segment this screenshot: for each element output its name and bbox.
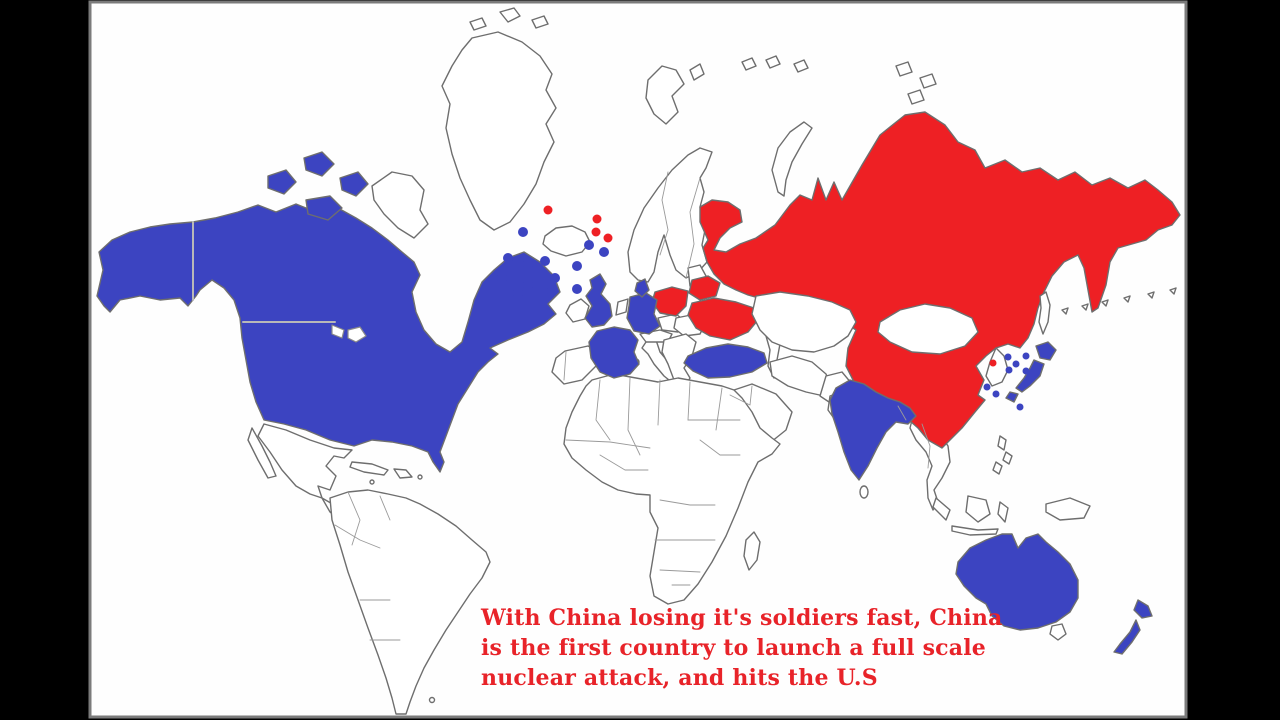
region-baja — [247, 427, 277, 479]
caption-line-2: is the first country to launch a full sc… — [481, 635, 986, 661]
fleet-dot-blue — [983, 383, 991, 391]
fleet-dot-blue — [572, 261, 582, 271]
island-sri-lanka — [859, 485, 869, 499]
caption-line-1: With China losing it's soldiers fast, Ch… — [481, 605, 1003, 631]
country-turkey — [683, 343, 768, 379]
island-sakhalin — [1038, 291, 1051, 335]
island-madagascar — [743, 531, 761, 571]
fleet-dot-red — [591, 227, 601, 237]
island-falklands — [428, 696, 436, 704]
fleet-north-atlantic-blue — [497, 227, 609, 298]
fleet-pacific-red — [989, 359, 997, 367]
region-balkans — [661, 333, 697, 393]
fleet-dot-blue — [503, 253, 513, 263]
islands-franz-josef — [741, 55, 937, 105]
fleet-dot-blue — [497, 273, 507, 283]
country-mexico — [257, 423, 353, 499]
fleet-dot-blue — [1005, 366, 1013, 374]
country-mongolia — [877, 303, 979, 355]
country-australia — [955, 533, 1079, 631]
fleet-dot-blue — [992, 390, 1000, 398]
fleet-dot-blue — [540, 256, 550, 266]
fleet-dot-red — [592, 214, 602, 224]
island-cuba — [349, 461, 389, 476]
region-benelux — [615, 298, 629, 316]
fleet-dot-red — [543, 205, 553, 215]
islands-novaya-zemlya — [771, 121, 813, 197]
fleet-dot-blue — [1004, 353, 1012, 361]
neutral-landmasses — [247, 7, 1091, 715]
country-japan — [1005, 341, 1057, 403]
fleet-north-atlantic-red — [543, 205, 613, 243]
country-uk — [584, 273, 613, 328]
country-new-zealand — [1113, 599, 1153, 655]
fleet-pacific-blue — [983, 352, 1030, 411]
island-jamaica — [369, 479, 375, 485]
island-tasmania — [1049, 623, 1067, 641]
country-belarus — [688, 275, 721, 301]
red-faction-enclaves — [751, 287, 1177, 387]
fleet-dot-blue — [523, 280, 533, 290]
red-faction — [651, 111, 1181, 449]
country-france — [588, 326, 640, 379]
internal-borders-na — [192, 221, 336, 323]
country-germany — [626, 292, 661, 335]
country-greenland — [441, 31, 557, 231]
island-hispaniola — [393, 468, 413, 479]
internal-borders-neutral — [334, 171, 931, 641]
continent-south-america — [329, 489, 491, 715]
islands-philippines — [992, 435, 1013, 475]
blue-faction — [96, 151, 1153, 655]
arctic-islets — [469, 7, 549, 31]
fleet-dot-blue — [523, 259, 533, 269]
fleet-dot-blue — [584, 240, 594, 250]
country-ukraine — [687, 297, 759, 341]
islands-kuril — [1061, 287, 1177, 315]
islands-indonesia — [932, 495, 1091, 536]
islands-canadian-arctic — [267, 151, 369, 221]
country-india — [829, 379, 917, 481]
islands-svalbard — [645, 63, 705, 125]
fleet-dot-blue — [572, 284, 582, 294]
fleet-dot-blue — [1012, 360, 1020, 368]
caption: With China losing it's soldiers fast, Ch… — [481, 603, 1021, 693]
fleet-dot-blue — [599, 247, 609, 257]
fleet-dot-blue — [547, 286, 557, 296]
fleet-dot-blue — [550, 273, 560, 283]
great-lakes — [331, 324, 367, 343]
island-puerto-rico — [417, 474, 423, 480]
fleet-dot-blue — [1022, 367, 1030, 375]
fleet-dot-blue — [1022, 352, 1030, 360]
fleet-dot-red — [603, 233, 613, 243]
caption-line-3: nuclear attack, and hits the U.S — [481, 665, 878, 691]
continent-africa — [563, 373, 781, 605]
fleet-dot-blue — [518, 227, 528, 237]
country-kazakhstan — [751, 291, 857, 353]
fleet-dot-red — [989, 359, 997, 367]
fleet-dot-blue — [513, 288, 523, 298]
country-denmark — [634, 278, 650, 298]
region-korea — [985, 347, 1009, 387]
island-baffin — [371, 171, 429, 239]
fleet-dot-blue — [1016, 403, 1024, 411]
